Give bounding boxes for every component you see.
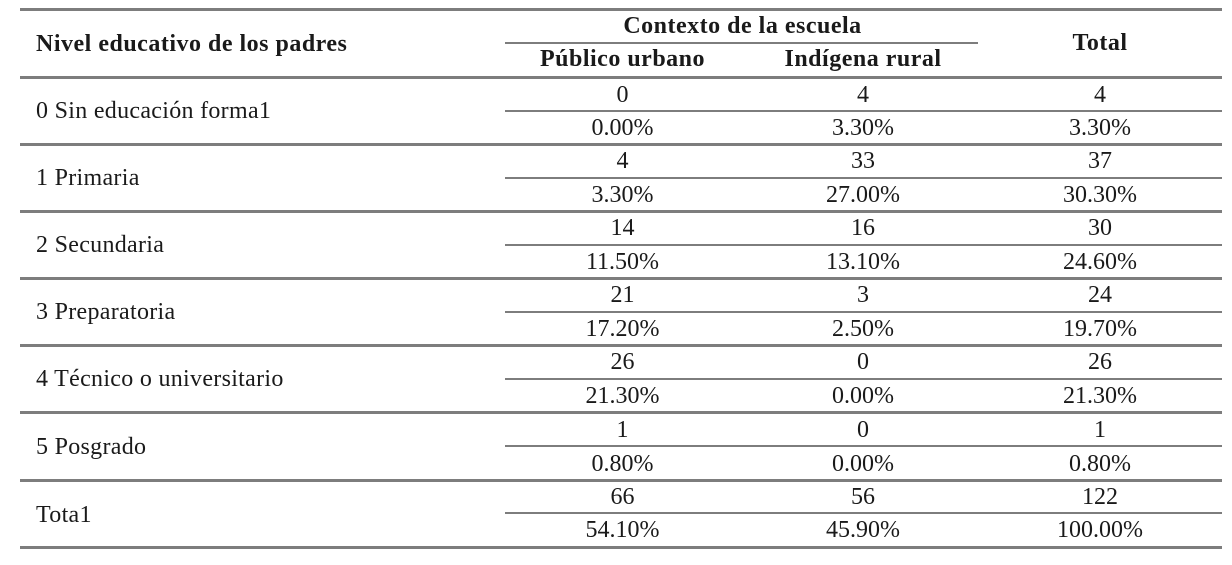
percent-cell: 19.70%: [1063, 316, 1137, 342]
row-label: 2 Secundaria: [36, 232, 165, 258]
row-rule: [20, 210, 1222, 213]
percent-cell: 3.30%: [591, 182, 654, 208]
percent-cell: 0.80%: [1069, 451, 1131, 477]
count-cell: 14: [610, 215, 635, 241]
bottom-rule: [20, 546, 1222, 549]
row-rule: [20, 143, 1222, 146]
percent-cell: 21.30%: [585, 383, 660, 409]
count-cell: 0: [857, 417, 869, 443]
percent-cell: 0.00%: [832, 451, 894, 477]
row-label-header: Nivel educativo de los padres: [36, 31, 348, 57]
count-cell: 37: [1088, 148, 1112, 174]
top-rule: [20, 8, 1222, 11]
inner-rule: [505, 378, 1222, 380]
count-cell: 4: [857, 82, 869, 108]
percent-cell: 0.00%: [591, 115, 654, 141]
group-underline: [505, 42, 978, 44]
col-header-indigena-rural: Indígena rural: [784, 46, 942, 72]
percent-cell: 21.30%: [1063, 383, 1137, 409]
header-rule: [20, 76, 1222, 79]
percent-cell: 11.50%: [585, 249, 660, 275]
row-label: 4 Técnico o universitario: [36, 366, 284, 392]
inner-rule: [505, 177, 1222, 179]
percent-cell: 17.20%: [585, 316, 660, 342]
count-cell: 122: [1082, 484, 1118, 510]
count-cell: 66: [610, 484, 635, 510]
row-rule: [20, 344, 1222, 347]
group-header: Contexto de la escuela: [623, 13, 862, 39]
inner-rule: [505, 311, 1222, 313]
row-label: 3 Preparatoria: [36, 299, 176, 325]
count-cell: 26: [610, 349, 635, 375]
col-header-publico-urbano: Público urbano: [539, 46, 706, 72]
count-cell: 16: [851, 215, 875, 241]
percent-cell: 0.00%: [832, 383, 894, 409]
count-cell: 3: [857, 282, 869, 308]
row-rule: [20, 411, 1222, 414]
row-label: Tota1: [36, 502, 92, 528]
percent-cell: 3.30%: [832, 115, 894, 141]
percent-cell: 0.80%: [591, 451, 654, 477]
percent-cell: 3.30%: [1069, 115, 1131, 141]
percent-cell: 13.10%: [826, 249, 900, 275]
count-cell: 0: [857, 349, 869, 375]
count-cell: 1: [1094, 417, 1106, 443]
count-cell: 24: [1088, 282, 1112, 308]
inner-rule: [505, 110, 1222, 112]
count-cell: 26: [1088, 349, 1112, 375]
count-cell: 4: [616, 148, 629, 174]
percent-cell: 24.60%: [1063, 249, 1137, 275]
col-header-total: Total: [1072, 30, 1128, 56]
row-label: 5 Posgrado: [36, 434, 147, 460]
percent-cell: 45.90%: [826, 517, 900, 543]
inner-rule: [505, 244, 1222, 246]
row-label: 1 Primaria: [36, 165, 140, 191]
count-cell: 1: [616, 417, 629, 443]
percent-cell: 2.50%: [832, 316, 894, 342]
count-cell: 21: [610, 282, 635, 308]
percent-cell: 100.00%: [1057, 517, 1143, 543]
count-cell: 4: [1094, 82, 1106, 108]
count-cell: 30: [1088, 215, 1112, 241]
row-label: 0 Sin educación forma1: [36, 98, 272, 124]
inner-rule: [505, 445, 1222, 447]
count-cell: 56: [851, 484, 875, 510]
row-rule: [20, 277, 1222, 280]
percent-cell: 54.10%: [585, 517, 660, 543]
inner-rule: [505, 512, 1222, 514]
count-cell: 0: [616, 82, 629, 108]
count-cell: 33: [851, 148, 875, 174]
percent-cell: 27.00%: [826, 182, 900, 208]
percent-cell: 30.30%: [1063, 182, 1137, 208]
row-rule: [20, 479, 1222, 482]
